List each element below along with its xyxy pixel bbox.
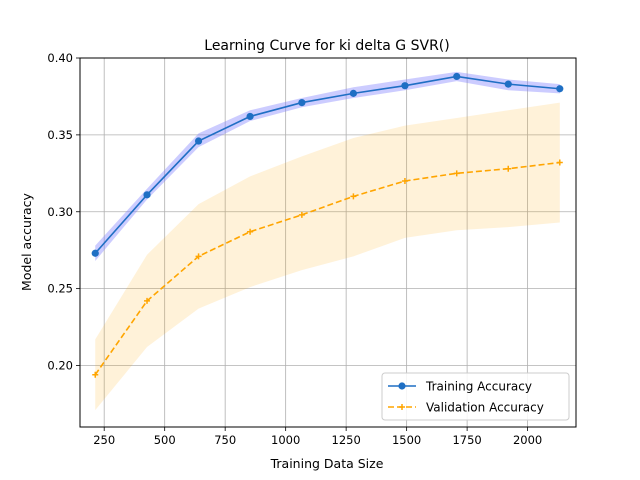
x-axis-label: Training Data Size	[270, 456, 384, 471]
training-point	[298, 98, 306, 107]
y-tick-label: 0.40	[47, 51, 73, 65]
y-tick-label: 0.30	[47, 205, 73, 219]
x-tick-label: 2000	[513, 433, 542, 447]
validation-point	[556, 159, 563, 166]
legend-label-validation: Validation Accuracy	[426, 401, 544, 415]
plot-frame	[79, 57, 577, 428]
y-tick-label: 0.25	[47, 282, 73, 296]
training-point	[194, 137, 203, 145]
x-tick-label: 1750	[452, 433, 481, 447]
x-tick-label: 500	[154, 433, 176, 447]
y-axis-ticks: 0.20 0.25 0.30 0.35 0.40	[47, 51, 80, 373]
validation-point	[350, 193, 357, 200]
line-training	[94, 75, 560, 254]
legend-label-training: Training Accuracy	[425, 380, 532, 394]
training-point	[143, 191, 151, 199]
validation-point	[401, 178, 408, 184]
x-tick-label: 250	[93, 433, 115, 447]
series-markers	[91, 72, 564, 378]
validation-point	[144, 297, 151, 304]
legend-box	[381, 372, 570, 421]
line-validation	[94, 161, 560, 376]
training-point	[349, 89, 358, 97]
validation-point	[298, 211, 305, 218]
x-tick-label: 750	[214, 433, 236, 447]
validation-point	[453, 170, 460, 177]
training-point	[504, 80, 512, 88]
x-axis-ticks: 250 500 750 1000 1250 1500 1750 2000	[93, 427, 542, 447]
series-lines	[94, 75, 560, 376]
x-tick-label: 1250	[332, 433, 361, 447]
validation-point	[195, 253, 202, 260]
y-tick-label: 0.20	[47, 359, 73, 373]
chart-title: Learning Curve for ki delta G SVR()	[204, 38, 449, 54]
training-point	[401, 82, 409, 90]
band-validation	[95, 102, 560, 411]
legend: Training Accuracy Validation Accuracy	[381, 372, 570, 421]
training-point	[453, 72, 461, 81]
y-tick-label: 0.35	[47, 128, 73, 142]
validation-point	[92, 371, 99, 378]
y-axis-label: Model accuracy	[19, 192, 34, 291]
confidence-bands	[95, 71, 560, 411]
x-tick-label: 1500	[392, 433, 421, 447]
training-point	[246, 112, 254, 121]
validation-point	[247, 228, 254, 235]
legend-marker	[399, 404, 405, 410]
validation-point	[505, 165, 512, 172]
training-point	[91, 249, 99, 257]
legend-marker	[398, 382, 406, 390]
training-point	[556, 85, 564, 93]
x-tick-label: 1000	[271, 433, 300, 447]
